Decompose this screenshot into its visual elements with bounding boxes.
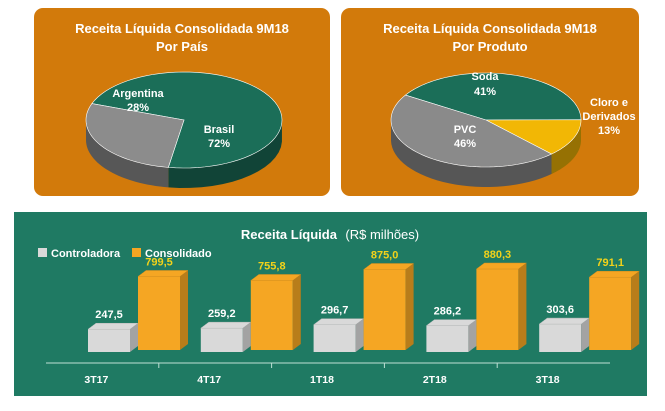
slice-value-brasil: 72%: [208, 138, 230, 150]
bars-group: [87, 262, 640, 368]
chart-title: Receita Líquida Consolidada 9M18: [383, 21, 597, 36]
slice-value-soda: 41%: [474, 86, 496, 98]
category-label-3t18: 3T18: [536, 374, 560, 386]
bar-side-controladora-3t18: [581, 318, 590, 352]
pie-chart-por-produto: Receita Líquida Consolidada 9M18 Por Pro…: [341, 8, 639, 196]
pie-slice-argentina: [85, 103, 185, 168]
legend-swatch-consolidado: [132, 248, 141, 257]
pie-slice-pvc: [390, 94, 553, 168]
bar-side-controladora-4t17: [242, 322, 251, 352]
bar-top-controladora-1t18: [312, 318, 365, 325]
pie-slice-brasil: [91, 71, 283, 169]
pie-slice-soda: [404, 72, 582, 121]
bar-top-consolidado-3t17: [137, 270, 189, 277]
bar-side-controladora-2t18: [468, 319, 477, 352]
data-label-consolidado-3t17: 799,5: [145, 256, 173, 268]
category-label-2t18: 2T18: [423, 374, 447, 386]
bar-side-consolidado-3t18: [631, 271, 640, 350]
bar-controladora-3t17: [88, 329, 130, 352]
legend-label-controladora: Controladora: [51, 248, 121, 260]
slice-label-cloro-line1: Cloro e: [590, 97, 628, 109]
bar-top-consolidado-2t18: [475, 262, 528, 270]
legend-label-consolidado: Consolidado: [145, 248, 212, 260]
bar-chart-title: Receita Líquida: [241, 227, 338, 242]
slice-label-soda: Soda: [472, 71, 500, 83]
data-label-consolidado-4t17: 755,8: [258, 260, 286, 272]
legend-swatch-controladora: [38, 248, 47, 257]
pie-slices: [85, 71, 283, 188]
slice-value-argentina: 28%: [127, 102, 149, 114]
bar-consolidado-4t17: [250, 280, 293, 350]
pie-side-cloro-e-derivados: [551, 119, 581, 175]
bar-top-consolidado-4t17: [250, 274, 302, 281]
bar-consolidado-3t18: [589, 277, 632, 350]
data-label-controladora-3t17: 247,5: [95, 309, 123, 321]
category-label-1t18: 1T18: [310, 374, 334, 386]
bar-chart-title-group: Receita Líquida (R$ milhões): [241, 226, 419, 243]
bar-consolidado-3t17: [138, 276, 180, 350]
chart-subtitle: Por País: [156, 39, 208, 54]
data-label-controladora-2t18: 286,2: [434, 306, 462, 318]
slice-label-pvc: PVC: [454, 124, 477, 136]
slice-value-cloro: 13%: [598, 125, 620, 137]
bar-controladora-3t18: [539, 324, 582, 352]
bar-side-controladora-1t18: [355, 318, 364, 352]
bar-side-consolidado-3t17: [180, 270, 188, 350]
pie-side-argentina: [86, 120, 169, 188]
bar-svg: Receita Líquida (R$ milhões) Controlador…: [38, 226, 640, 386]
bar-controladora-4t17: [200, 328, 243, 352]
pie-svg-produto: Receita Líquida Consolidada 9M18 Por Pro…: [383, 21, 636, 187]
category-label-3t17: 3T17: [84, 374, 108, 386]
slice-label-brasil: Brasil: [204, 124, 235, 136]
chart-subtitle: Por Produto: [452, 39, 527, 54]
bar-controladora-2t18: [426, 325, 469, 352]
bar-top-consolidado-1t18: [362, 263, 415, 270]
pie-slice-cloro-e-derivados: [485, 119, 582, 155]
pie-slices: [390, 72, 582, 187]
data-label-controladora-4t17: 259,2: [208, 308, 236, 320]
chart-title: Receita Líquida Consolidada 9M18: [75, 21, 289, 36]
pie-side-brasil: [168, 121, 282, 188]
bar-side-consolidado-4t17: [292, 274, 301, 350]
pie-chart-por-pais: Receita Líquida Consolidada 9M18 Por Paí…: [34, 8, 330, 196]
data-label-consolidado-1t18: 875,0: [371, 250, 399, 262]
bar-top-controladora-3t18: [538, 317, 590, 325]
slice-value-pvc: 46%: [454, 138, 476, 150]
bar-consolidado-2t18: [476, 269, 519, 350]
data-label-consolidado-3t18: 791,1: [596, 257, 624, 269]
bar-consolidado-1t18: [363, 269, 406, 350]
data-label-controladora-3t18: 303,6: [546, 304, 574, 316]
bar-top-controladora-3t17: [87, 322, 139, 330]
pie-svg-pais: Receita Líquida Consolidada 9M18 Por Paí…: [75, 21, 289, 188]
bar-controladora-1t18: [313, 324, 356, 352]
category-label-4t17: 4T17: [197, 374, 221, 386]
bar-top-controladora-2t18: [425, 319, 478, 326]
slice-label-argentina: Argentina: [112, 88, 164, 100]
bar-top-consolidado-3t18: [588, 270, 640, 278]
bar-side-consolidado-2t18: [518, 263, 527, 350]
pie-side-pvc: [391, 120, 552, 187]
bar-chart-unit: (R$ milhões): [345, 227, 419, 242]
slice-label-cloro-line2: Derivados: [582, 111, 635, 123]
data-label-consolidado-2t18: 880,3: [484, 249, 512, 261]
data-label-controladora-1t18: 296,7: [321, 305, 349, 317]
bar-chart-receita-liquida: Receita Líquida (R$ milhões) Controlador…: [14, 212, 647, 396]
bar-side-controladora-3t17: [130, 323, 138, 352]
bar-top-controladora-4t17: [200, 321, 252, 329]
bar-side-consolidado-1t18: [405, 263, 414, 350]
